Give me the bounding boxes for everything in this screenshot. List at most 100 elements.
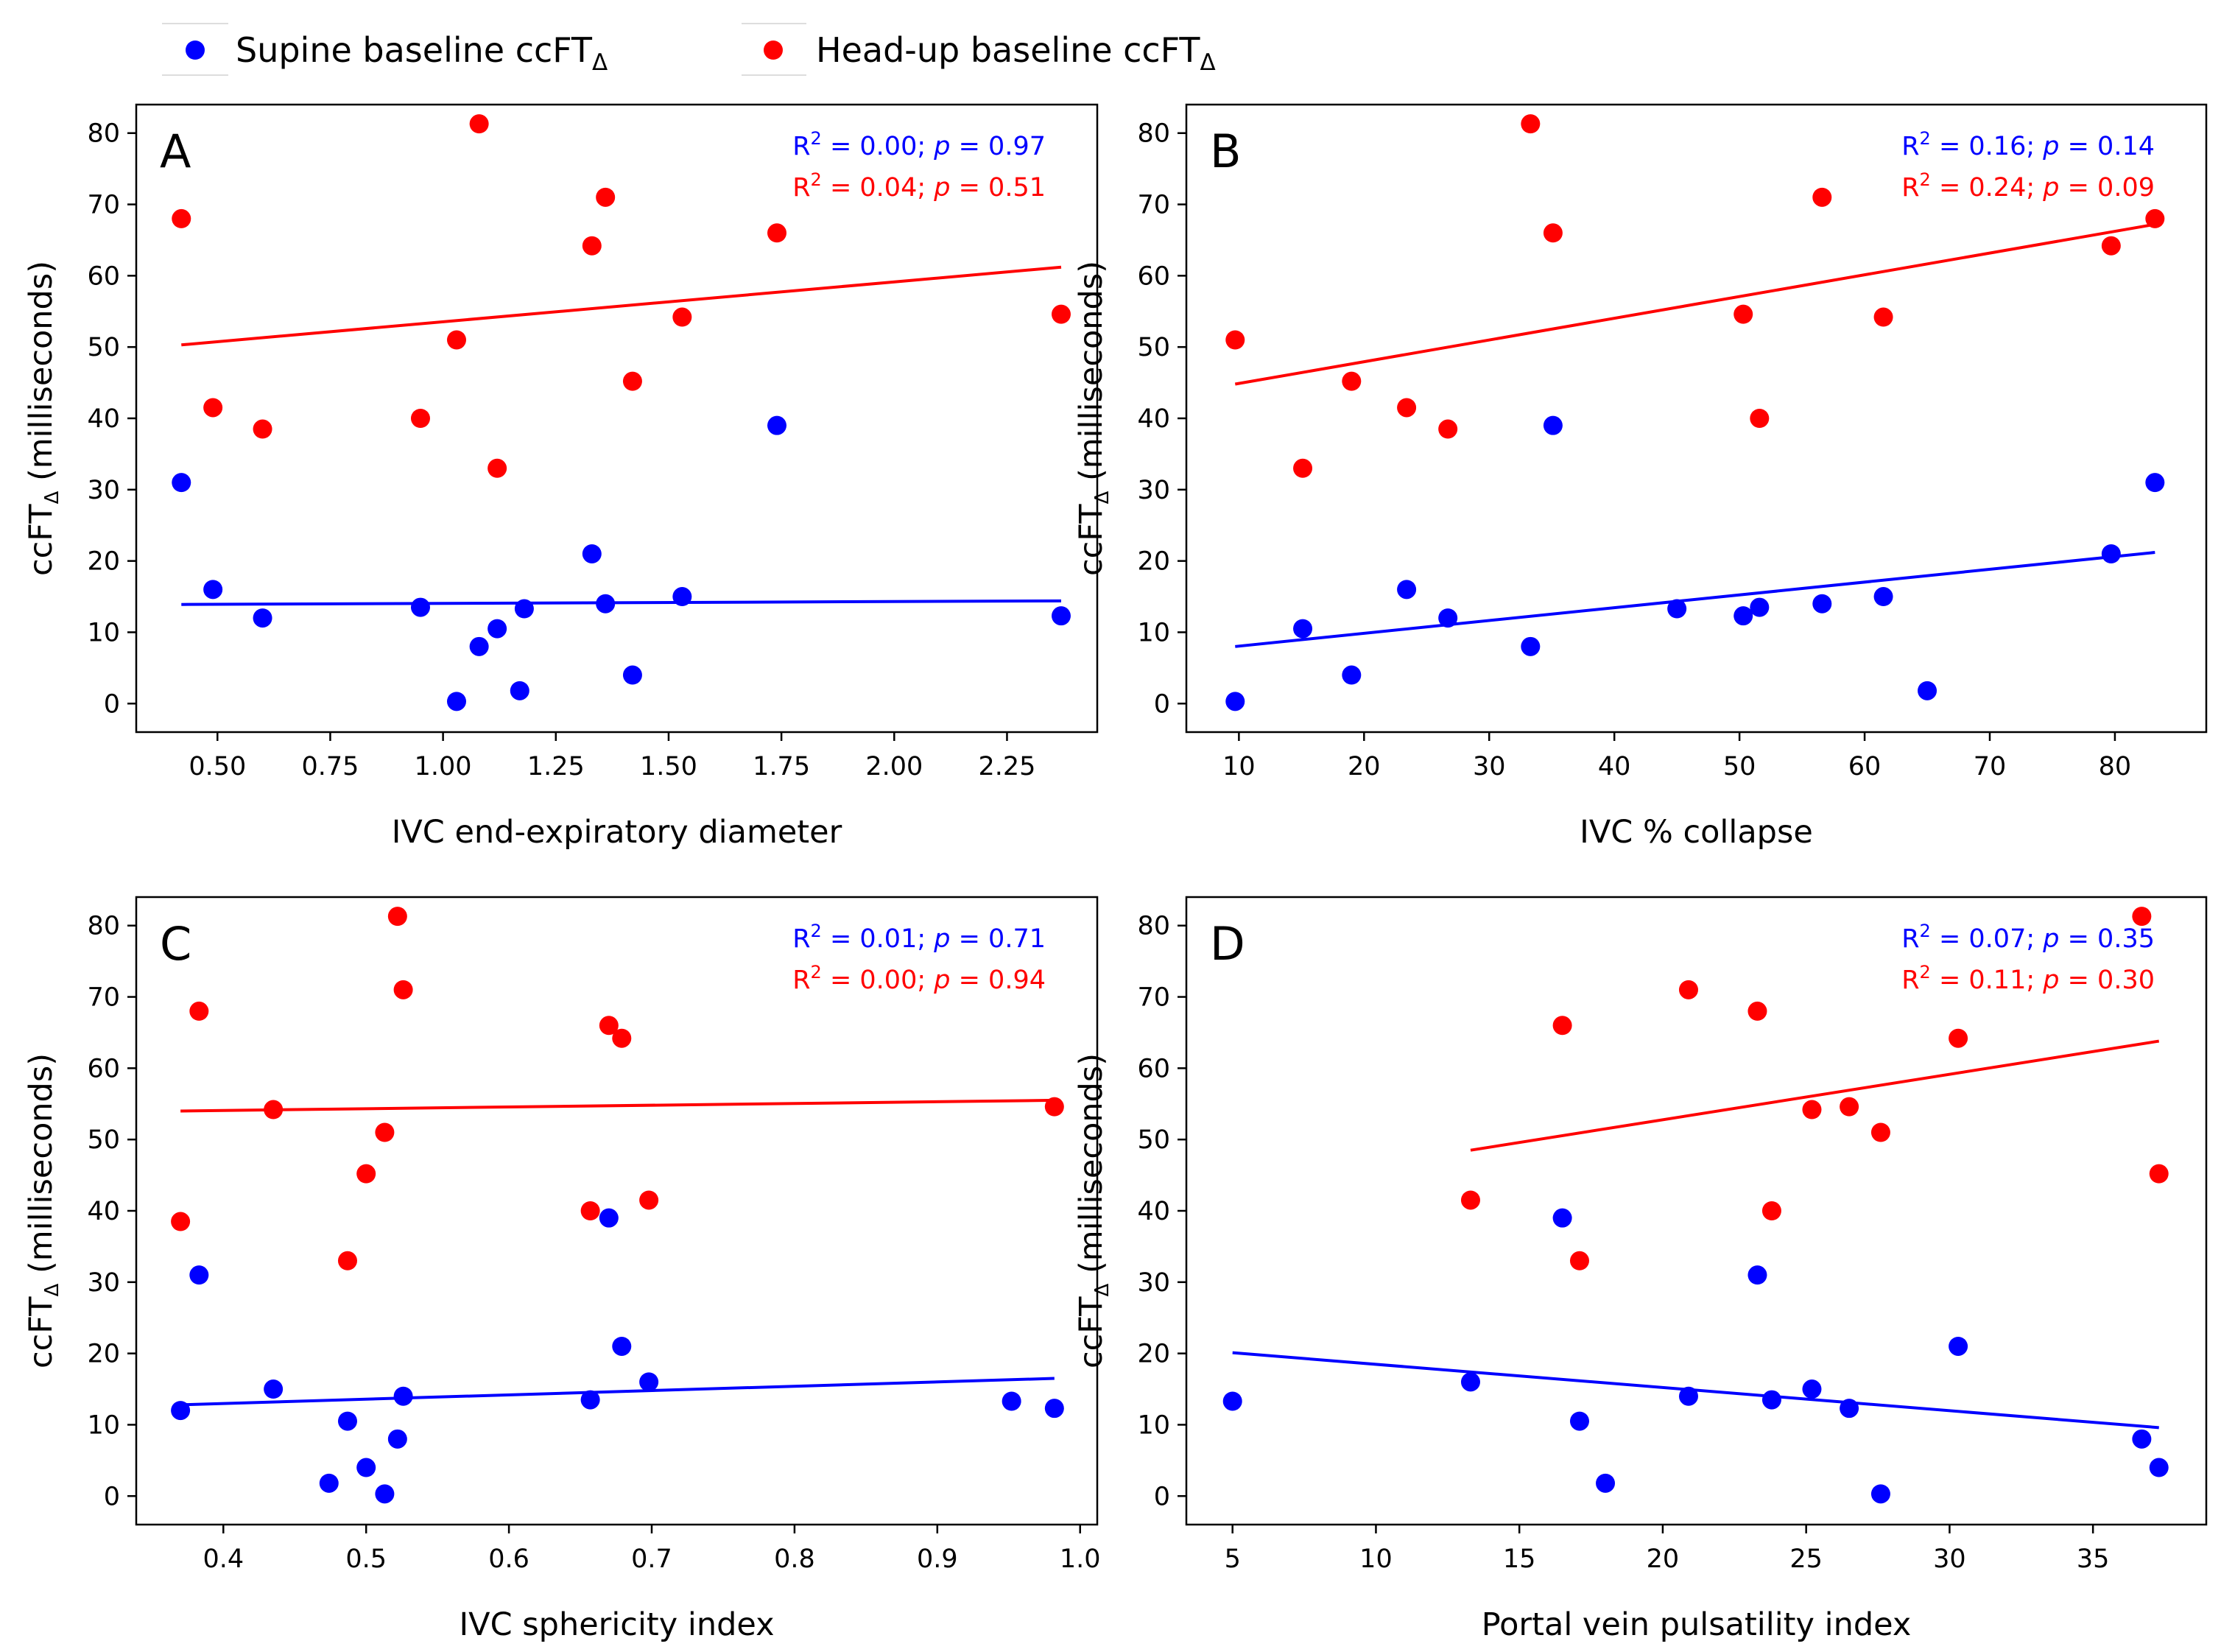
- x-tick-label: 0.5: [345, 1544, 387, 1574]
- stat-headup: R2 = 0.00; p = 0.94: [792, 962, 1046, 995]
- data-point-headup: [2145, 208, 2165, 228]
- y-tick-label: 40: [87, 404, 120, 434]
- data-point-headup: [393, 980, 413, 999]
- data-point-supine: [1051, 606, 1071, 626]
- data-point-headup: [1521, 114, 1541, 134]
- data-point-headup: [1293, 458, 1313, 478]
- data-point-headup: [582, 236, 602, 256]
- data-point-supine: [410, 597, 430, 617]
- x-tick-label: 10: [1222, 752, 1256, 781]
- panel-d: 5 10 15 20 25 30 35 0 10 20 30 40 50 60 70 80 Portal vei…: [1073, 896, 2208, 1643]
- data-point-headup: [1342, 371, 1362, 391]
- data-point-supine: [582, 544, 602, 563]
- y-tick-label: 70: [1137, 983, 1170, 1013]
- data-point-supine: [622, 665, 642, 685]
- data-point-headup: [1051, 304, 1071, 324]
- x-tick-label: 15: [1503, 1544, 1536, 1574]
- y-tick-label: 20: [87, 547, 120, 577]
- legend-label: Supine baseline ccFTΔ: [236, 30, 608, 76]
- x-axis-label: IVC % collapse: [1580, 814, 1813, 851]
- stat-supine: R2 = 0.07; p = 0.35: [1901, 921, 2155, 954]
- data-point-supine: [488, 619, 507, 639]
- data-point-supine: [337, 1411, 357, 1431]
- series-headup: [1225, 114, 2165, 478]
- data-point-headup: [596, 187, 616, 207]
- stat-headup: R2 = 0.11; p = 0.30: [1901, 962, 2155, 995]
- y-axis-label: ccFTΔ (milliseconds): [23, 261, 63, 576]
- data-point-supine: [1667, 599, 1687, 619]
- data-point-supine: [1438, 608, 1458, 628]
- data-point-headup: [672, 307, 692, 327]
- data-point-supine: [1870, 1484, 1890, 1504]
- stat-supine: R2 = 0.16; p = 0.14: [1901, 128, 2155, 161]
- data-point-headup: [447, 330, 466, 350]
- fit-line-headup: [180, 1098, 1055, 1113]
- y-tick-label: 40: [1137, 1197, 1170, 1226]
- y-tick-label: 30: [1137, 476, 1170, 505]
- y-tick-label: 60: [87, 1054, 120, 1083]
- data-point-supine: [387, 1429, 407, 1449]
- legend-entry-headup: Head-up baseline ccFTΔ: [742, 23, 1216, 76]
- y-axis-label: ccFTΔ (milliseconds): [23, 1053, 63, 1368]
- x-tick-label: 2.25: [978, 752, 1035, 781]
- data-point-supine: [1747, 1265, 1767, 1285]
- stat-supine: R2 = 0.01; p = 0.71: [792, 921, 1046, 954]
- series-headup: [171, 907, 1064, 1270]
- data-point-headup: [1802, 1100, 1822, 1120]
- data-point-headup: [599, 1016, 619, 1036]
- legend-label: Head-up baseline ccFTΔ: [816, 30, 1216, 76]
- x-tick-label: 10: [1359, 1544, 1393, 1574]
- x-axis-label: IVC sphericity index: [459, 1606, 774, 1643]
- data-point-supine: [319, 1473, 339, 1493]
- data-point-headup: [203, 398, 223, 418]
- x-tick-label: 30: [1933, 1544, 1966, 1574]
- data-point-headup: [639, 1190, 659, 1210]
- data-point-supine: [1761, 1390, 1781, 1410]
- y-tick-label: 70: [87, 191, 120, 220]
- data-point-headup: [337, 1251, 357, 1270]
- data-point-headup: [1812, 187, 1832, 207]
- x-tick-label: 2.00: [865, 752, 923, 781]
- data-point-supine: [1678, 1386, 1698, 1406]
- data-point-supine: [1569, 1411, 1589, 1431]
- data-point-supine: [469, 636, 489, 656]
- data-point-supine: [1002, 1391, 1021, 1411]
- y-tick-label: 10: [1137, 1410, 1170, 1440]
- data-point-headup: [387, 907, 407, 927]
- x-tick-label: 60: [1848, 752, 1882, 781]
- x-axis-label: IVC end-expiratory diameter: [392, 814, 842, 851]
- y-tick-label: 80: [1137, 119, 1170, 149]
- y-tick-label: 30: [87, 476, 120, 505]
- data-point-headup: [1949, 1028, 1968, 1048]
- data-point-supine: [1342, 665, 1362, 685]
- panel-letter: A: [160, 124, 191, 178]
- x-tick-label: 70: [1974, 752, 2007, 781]
- panel-letter: C: [160, 917, 191, 971]
- data-point-headup: [488, 458, 507, 478]
- data-point-headup: [171, 1212, 191, 1231]
- stat-supine: R2 = 0.00; p = 0.97: [792, 128, 1046, 161]
- panel-b: 10 20 30 40 50 60 70 80 0 10 20 30 40 50 60 70 80 IVC % c…: [1073, 103, 2208, 851]
- data-point-supine: [1460, 1372, 1480, 1392]
- x-tick-label: 0.6: [488, 1544, 529, 1574]
- legend-marker: [186, 41, 205, 60]
- legend-marker: [764, 41, 783, 60]
- y-tick-label: 40: [87, 1197, 120, 1226]
- y-tick-label: 10: [1137, 618, 1170, 647]
- data-point-supine: [264, 1379, 284, 1399]
- data-point-supine: [1733, 606, 1753, 626]
- data-point-headup: [253, 419, 272, 439]
- data-point-supine: [1552, 1208, 1572, 1228]
- y-axis-label: ccFTΔ (milliseconds): [1073, 1053, 1113, 1368]
- fit-line-headup: [1470, 1039, 2160, 1152]
- data-point-supine: [253, 608, 272, 628]
- data-point-supine: [375, 1484, 395, 1504]
- panel-c: 0.4 0.5 0.6 0.7 0.8 0.9 1.0 0 10 20 30 40 50 60 70 80 IV…: [23, 896, 1101, 1643]
- data-point-headup: [356, 1164, 376, 1184]
- data-point-supine: [612, 1336, 632, 1356]
- data-point-supine: [2101, 544, 2121, 563]
- x-tick-label: 1.75: [753, 752, 810, 781]
- x-tick-label: 20: [1348, 752, 1381, 781]
- y-tick-label: 30: [1137, 1268, 1170, 1298]
